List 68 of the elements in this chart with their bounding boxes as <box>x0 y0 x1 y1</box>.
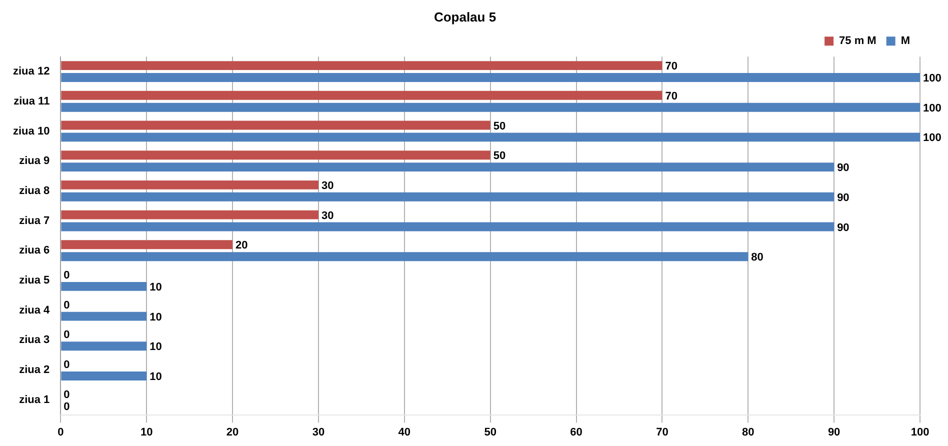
data-label: 70 <box>665 90 678 102</box>
x-tick-label: 80 <box>742 426 754 438</box>
bar <box>61 73 920 82</box>
data-label: 90 <box>837 222 850 234</box>
bar <box>61 282 147 291</box>
data-label: 90 <box>837 162 850 174</box>
data-label: 20 <box>236 240 248 252</box>
x-tick-label: 20 <box>226 426 239 438</box>
chart-title: Copalau 5 <box>434 9 496 24</box>
bar <box>61 342 147 351</box>
x-tick-label: 40 <box>398 426 411 438</box>
data-label: 0 <box>64 329 70 342</box>
data-label: 100 <box>923 72 942 85</box>
data-label: 10 <box>150 281 162 294</box>
y-tick-label: ziua 11 <box>14 95 50 108</box>
legend-label: 75 m M <box>839 35 876 48</box>
bar <box>61 150 490 160</box>
y-tick-label: ziua 1 <box>19 394 50 406</box>
y-tick-label: ziua 8 <box>19 184 50 197</box>
bar <box>61 312 147 321</box>
bar <box>61 102 920 112</box>
y-tick-label: ziua 5 <box>19 274 50 287</box>
bar <box>61 120 490 130</box>
data-label: 80 <box>751 252 764 264</box>
x-tick-label: 100 <box>910 426 930 438</box>
y-tick-label: ziua 7 <box>19 214 50 227</box>
data-label: 50 <box>493 150 506 162</box>
data-label: 10 <box>150 311 162 324</box>
data-label: 100 <box>923 102 942 114</box>
bar <box>61 90 662 100</box>
data-label: 30 <box>321 180 334 192</box>
x-tick-label: 90 <box>828 426 840 438</box>
data-label: 90 <box>837 192 850 204</box>
y-tick-label: ziua 6 <box>19 244 50 257</box>
y-tick-label: ziua 10 <box>12 125 50 138</box>
bar <box>61 252 748 262</box>
data-label: 0 <box>64 359 70 372</box>
y-tick-label: ziua 3 <box>19 334 50 346</box>
x-tick-label: 0 <box>58 426 64 438</box>
y-tick-label: ziua 2 <box>19 364 50 376</box>
data-label: 0 <box>64 270 70 282</box>
data-label: 30 <box>321 210 334 222</box>
x-tick-label: 10 <box>140 426 153 438</box>
data-label: 10 <box>150 341 162 354</box>
bar <box>61 192 834 202</box>
data-label: 0 <box>64 299 70 312</box>
legend-label: M <box>900 35 910 48</box>
y-tick-label: ziua 4 <box>19 304 51 316</box>
bar <box>61 240 233 250</box>
data-label: 100 <box>923 132 942 144</box>
x-tick-label: 60 <box>570 426 582 438</box>
x-tick-label: 30 <box>312 426 325 438</box>
data-label: 70 <box>665 60 678 73</box>
bar <box>61 180 318 190</box>
data-label: 0 <box>64 388 70 401</box>
x-tick-label: 70 <box>656 426 668 438</box>
y-tick-label: ziua 9 <box>19 155 50 168</box>
data-label: 50 <box>493 120 506 132</box>
bar <box>61 132 920 142</box>
y-tick-label: ziua 12 <box>12 66 50 78</box>
bar <box>61 372 147 380</box>
bar <box>61 61 662 70</box>
bar <box>61 162 834 172</box>
data-label: 0 <box>64 400 70 413</box>
data-label: 10 <box>150 371 162 384</box>
x-tick-label: 50 <box>484 426 496 438</box>
bar <box>61 210 318 220</box>
bar <box>61 222 834 232</box>
